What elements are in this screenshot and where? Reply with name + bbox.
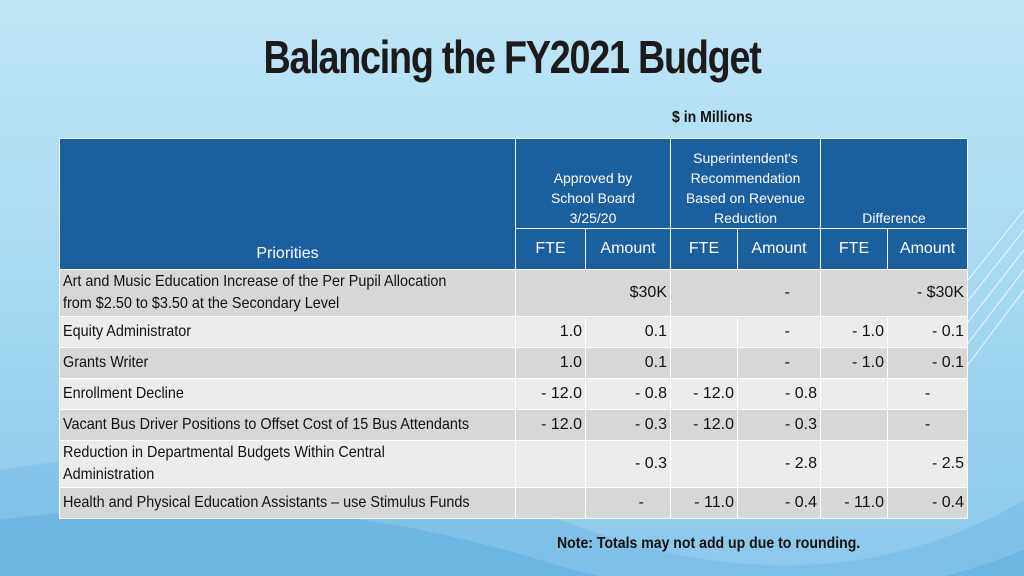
priority-line: from $2.50 to $3.50 at the Secondary Lev… xyxy=(63,295,340,312)
table-row: Grants Writer 1.0 0.1 - - 1.0 - 0.1 xyxy=(59,347,968,379)
rec-fte-cell xyxy=(670,440,738,488)
rec-fte-cell xyxy=(670,316,738,348)
approved-amount-cell: - xyxy=(585,487,671,519)
priority-line: Vacant Bus Driver Positions to Offset Co… xyxy=(63,416,470,433)
difference-header: Difference xyxy=(820,138,968,229)
approved-header-line: 3/25/20 xyxy=(569,210,617,226)
diff-fte-cell: - 1.0 xyxy=(820,347,888,379)
rec-amount-cell: - xyxy=(670,269,821,317)
diff-amount-cell: - 0.1 xyxy=(887,347,968,379)
diff-fte-cell xyxy=(820,440,888,488)
recommendation-header-line: Based on Revenue xyxy=(685,190,806,206)
priority-line: Grants Writer xyxy=(63,354,149,371)
approved-header-line: School Board xyxy=(550,190,636,206)
recommendation-header: Superintendent's Recommendation Based on… xyxy=(670,138,821,229)
diff-fte-cell xyxy=(820,378,888,410)
approved-fte-cell: - 12.0 xyxy=(515,409,586,441)
recommendation-header-line: Recommendation xyxy=(690,170,801,186)
table-row: Art and Music Education Increase of the … xyxy=(59,269,968,317)
recommendation-header-line: Reduction xyxy=(713,210,778,226)
approved-amount-cell: 0.1 xyxy=(585,316,671,348)
priority-line: Equity Administrator xyxy=(63,323,192,340)
priorities-header: Priorities xyxy=(59,138,516,270)
priority-cell: Health and Physical Education Assistants… xyxy=(59,487,516,519)
approved-header: Approved by School Board 3/25/20 xyxy=(515,138,671,229)
approved-amount-cell: - 0.3 xyxy=(585,409,671,441)
priority-line: Art and Music Education Increase of the … xyxy=(63,273,447,290)
priority-line: Reduction in Departmental Budgets Within… xyxy=(63,444,385,461)
table-row: Enrollment Decline - 12.0 - 0.8 - 12.0 -… xyxy=(59,378,968,410)
approved-amount-cell: 0.1 xyxy=(585,347,671,379)
priority-line: Enrollment Decline xyxy=(63,385,184,402)
rounding-note: Note: Totals may not add up due to round… xyxy=(557,535,861,552)
recommendation-header-line: Superintendent's xyxy=(693,150,798,166)
diff-amount-cell: - xyxy=(887,378,968,410)
rec-amount-header: Amount xyxy=(737,228,821,270)
priority-cell: Reduction in Departmental Budgets Within… xyxy=(59,440,516,488)
approved-amount-cell: - 0.8 xyxy=(585,378,671,410)
approved-fte-cell xyxy=(515,487,586,519)
priority-cell: Enrollment Decline xyxy=(59,378,516,410)
priority-cell: Grants Writer xyxy=(59,347,516,379)
diff-amount-cell: - 0.4 xyxy=(887,487,968,519)
diff-fte-cell: - 11.0 xyxy=(820,487,888,519)
approved-fte-cell: 1.0 xyxy=(515,316,586,348)
rec-amount-cell: - 0.4 xyxy=(737,487,821,519)
approved-amount-cell: $30K xyxy=(515,269,671,317)
priority-line: Health and Physical Education Assistants… xyxy=(63,494,470,511)
table-row: Equity Administrator 1.0 0.1 - - 1.0 - 0… xyxy=(59,316,968,348)
approved-fte-cell xyxy=(515,440,586,488)
slide-title: Balancing the FY2021 Budget xyxy=(263,31,761,83)
approved-amount-cell: - 0.3 xyxy=(585,440,671,488)
diff-fte-cell: - 1.0 xyxy=(820,316,888,348)
diff-amount-cell: - 2.5 xyxy=(887,440,968,488)
table-row: Health and Physical Education Assistants… xyxy=(59,487,968,519)
diff-fte-cell xyxy=(820,409,888,441)
approved-amount-header: Amount xyxy=(585,228,671,270)
diff-fte-header: FTE xyxy=(820,228,888,270)
rec-amount-cell: - 0.8 xyxy=(737,378,821,410)
priority-cell: Vacant Bus Driver Positions to Offset Co… xyxy=(59,409,516,441)
units-label: $ in Millions xyxy=(672,109,753,126)
diff-amount-header: Amount xyxy=(887,228,968,270)
rec-fte-header: FTE xyxy=(670,228,738,270)
table-row: Vacant Bus Driver Positions to Offset Co… xyxy=(59,409,968,441)
budget-table: Priorities Approved by School Board 3/25… xyxy=(59,138,968,519)
approved-fte-cell: 1.0 xyxy=(515,347,586,379)
rec-amount-cell: - 2.8 xyxy=(737,440,821,488)
rec-fte-cell: - 12.0 xyxy=(670,409,738,441)
approved-fte-header: FTE xyxy=(515,228,586,270)
approved-header-line: Approved by xyxy=(553,170,633,186)
diff-amount-cell: - $30K xyxy=(820,269,968,317)
table-row: Reduction in Departmental Budgets Within… xyxy=(59,440,968,488)
approved-fte-cell: - 12.0 xyxy=(515,378,586,410)
rec-amount-cell: - xyxy=(737,347,821,379)
rec-fte-cell: - 11.0 xyxy=(670,487,738,519)
priority-line: Administration xyxy=(63,466,155,483)
diff-amount-cell: - xyxy=(887,409,968,441)
priority-cell: Equity Administrator xyxy=(59,316,516,348)
rec-amount-cell: - xyxy=(737,316,821,348)
diff-amount-cell: - 0.1 xyxy=(887,316,968,348)
rec-amount-cell: - 0.3 xyxy=(737,409,821,441)
rec-fte-cell: - 12.0 xyxy=(670,378,738,410)
priority-cell: Art and Music Education Increase of the … xyxy=(59,269,516,317)
rec-fte-cell xyxy=(670,347,738,379)
